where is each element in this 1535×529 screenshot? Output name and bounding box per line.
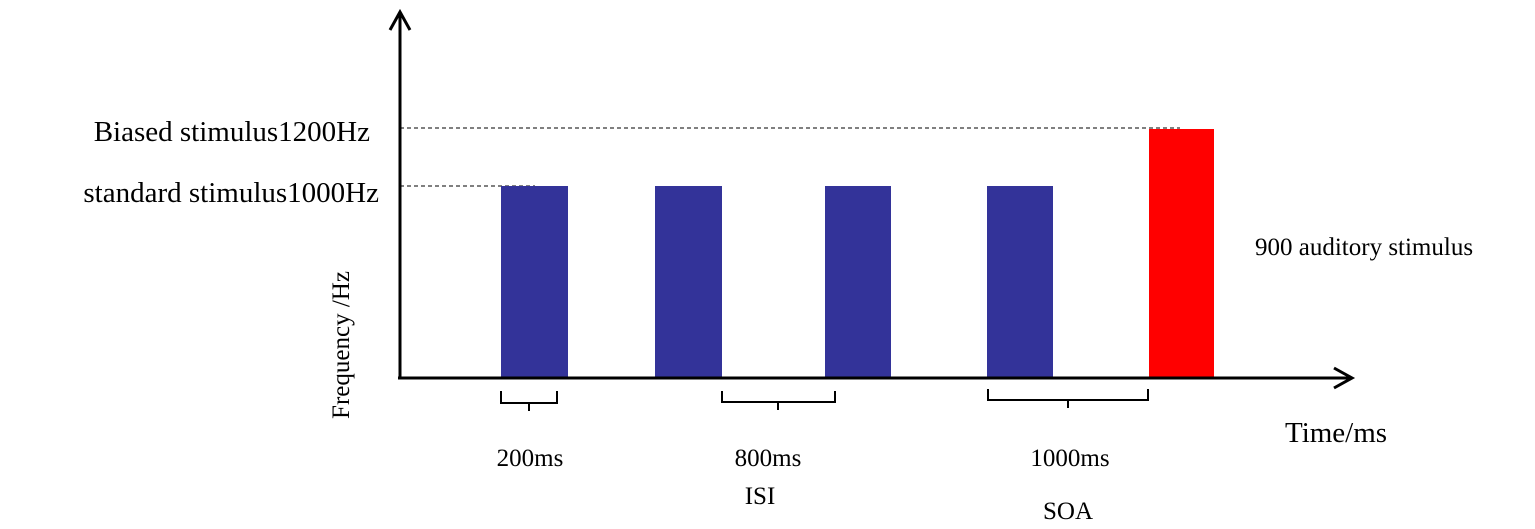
standard-bar xyxy=(987,186,1053,378)
level-label: standard stimulus1000Hz xyxy=(83,177,379,209)
brace xyxy=(500,391,558,411)
y-axis-label: Frequency /Hz xyxy=(328,271,355,419)
annotation: 900 auditory stimulus xyxy=(1255,234,1473,261)
brace xyxy=(987,389,1149,408)
x-axis-label: Time/ms xyxy=(1285,417,1387,449)
interval-duration: 200ms xyxy=(497,445,564,472)
standard-bar xyxy=(655,186,722,378)
standard-bar xyxy=(825,186,891,378)
brace xyxy=(721,391,836,410)
standard-bar xyxy=(501,186,568,378)
interval-name: SOA xyxy=(1043,498,1093,525)
deviant-bar xyxy=(1149,129,1214,378)
interval-name: ISI xyxy=(745,483,776,510)
interval-duration: 1000ms xyxy=(1030,445,1109,472)
level-label: Biased stimulus1200Hz xyxy=(94,116,370,148)
interval-duration: 800ms xyxy=(735,445,802,472)
y-arrow xyxy=(388,8,412,31)
x-arrow xyxy=(1333,366,1356,390)
